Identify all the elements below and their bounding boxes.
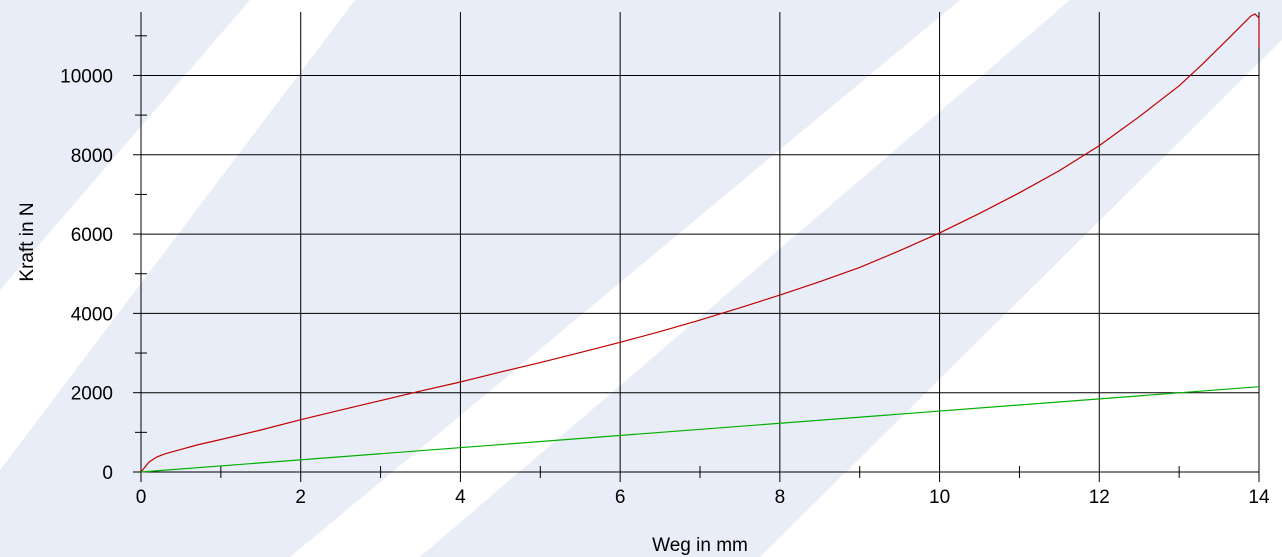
series-group (140, 13, 1260, 473)
y-tick-label: 2000 (71, 384, 113, 405)
y-axis-title: Kraft in N (17, 202, 38, 281)
axis-ticks (133, 35, 1260, 482)
series-line-2 (140, 386, 1260, 473)
y-tick-label: 8000 (71, 146, 113, 167)
y-tick-label: 10000 (60, 66, 113, 87)
x-axis-title: Weg in mm (652, 535, 748, 556)
x-tick-label: 4 (455, 487, 466, 508)
watermark-band (0, 0, 960, 557)
y-tick-label: 6000 (71, 225, 113, 246)
x-tick-label: 0 (136, 487, 147, 508)
x-tick-label: 2 (295, 487, 306, 508)
x-tick-label: 10 (929, 487, 950, 508)
x-tick-label: 8 (775, 487, 786, 508)
watermark-band (420, 0, 1282, 557)
x-tick-label: 6 (615, 487, 626, 508)
x-tick-label: 12 (1089, 487, 1110, 508)
watermark-band (0, 0, 250, 290)
tick-labels: 0 2 4 6 8 10 12 14 0 2000 4000 6000 8000 10000 (60, 66, 1270, 508)
y-tick-label: 0 (102, 463, 113, 484)
x-tick-label: 14 (1248, 487, 1270, 508)
series-line-1 (140, 13, 1260, 473)
y-tick-label: 4000 (71, 304, 113, 325)
grid (133, 12, 1260, 480)
